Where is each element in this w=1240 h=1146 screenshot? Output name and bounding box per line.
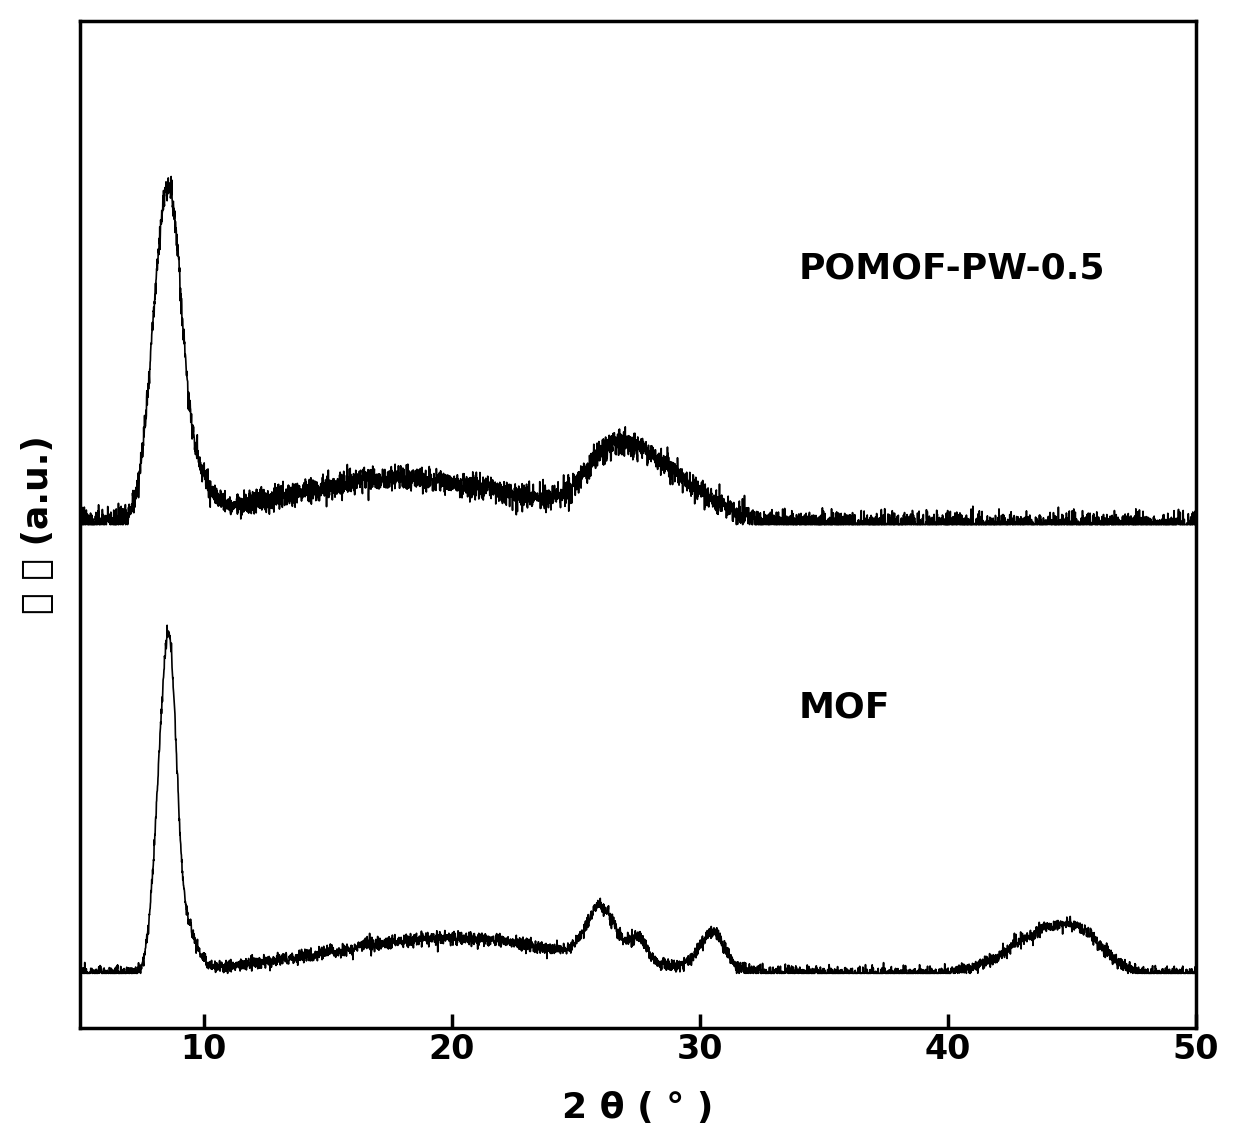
Text: MOF: MOF — [799, 691, 890, 724]
X-axis label: 2 θ ( ° ): 2 θ ( ° ) — [562, 1091, 713, 1125]
Y-axis label: 强 度 (a.u.): 强 度 (a.u.) — [21, 435, 55, 614]
Text: POMOF-PW-0.5: POMOF-PW-0.5 — [799, 251, 1106, 285]
